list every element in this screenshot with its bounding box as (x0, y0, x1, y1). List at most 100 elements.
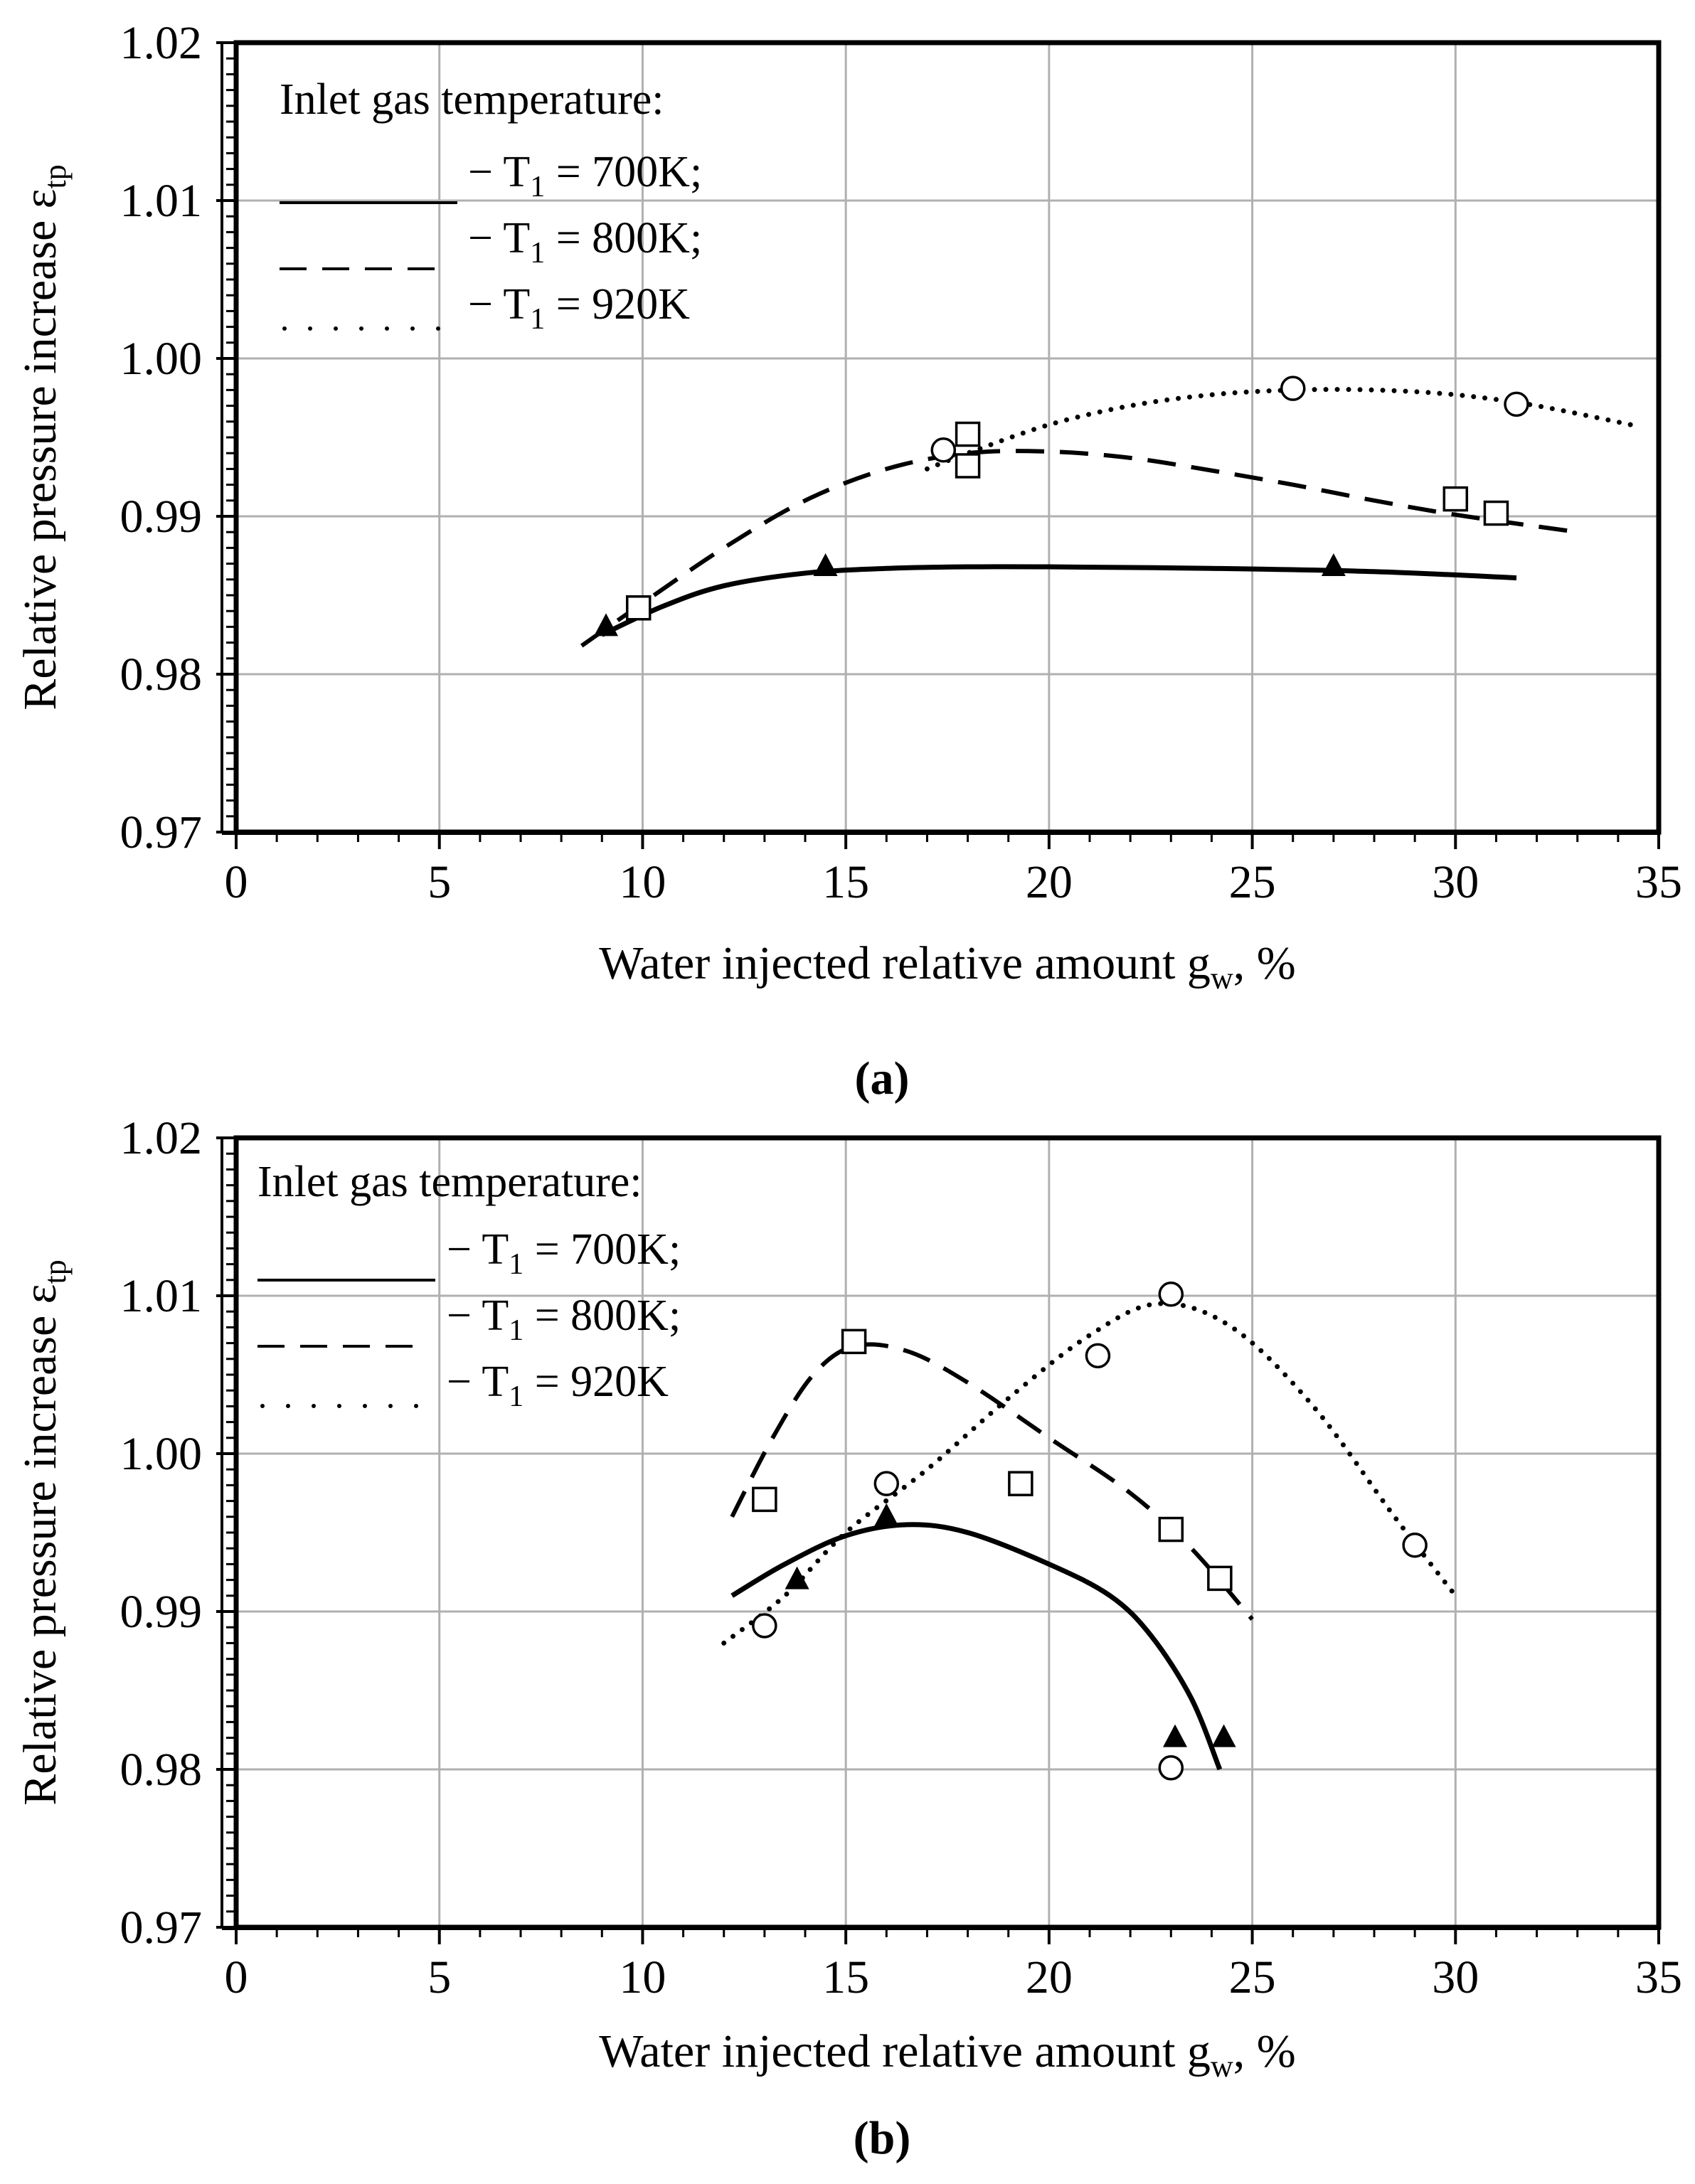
data-point-circle (1158, 1755, 1184, 1781)
x-axis-title-tail: , % (1233, 937, 1296, 989)
y-tick-label: 1.02 (120, 1112, 203, 1164)
data-point-square (1483, 500, 1509, 526)
data-point-triangle (813, 553, 838, 577)
legend-label-prefix: − T (447, 1225, 509, 1274)
data-point-square (752, 1486, 777, 1513)
x-axis-title-main: Water injected relative amount g (599, 937, 1211, 989)
x-tick-label: 20 (1026, 856, 1073, 908)
x-tick-label: 10 (619, 856, 666, 908)
x-tick-label: 0 (225, 856, 248, 908)
legend-label-suffix: = 920K (524, 1358, 669, 1406)
x-tick-labels: 0 5 10 15 20 25 30 35 (225, 1951, 1683, 2003)
legend-label-prefix: − T (468, 148, 530, 196)
y-axis-title-sub: tp (38, 1259, 73, 1284)
legend: Inlet gas temperature: − T1 = 700K; − T1… (280, 75, 702, 336)
legend-label-prefix: − T (468, 280, 530, 329)
panel-caption-a: (a) (855, 1053, 910, 1104)
legend-entry-800k: − T1 = 800K; (257, 1291, 681, 1348)
svg-text:− T1 = 800K;: − T1 = 800K; (447, 1291, 681, 1347)
data-point-circle (1402, 1533, 1428, 1558)
legend-label-sub: 1 (530, 171, 545, 203)
x-tick-label: 0 (225, 1951, 248, 2003)
y-axis-title-sub: tp (38, 164, 73, 188)
svg-text:− T1 = 700K;: − T1 = 700K; (447, 1225, 681, 1281)
legend-label-suffix: = 800K; (545, 214, 702, 262)
svg-text:− T1 = 800K;: − T1 = 800K; (468, 214, 702, 270)
data-point-circle (752, 1613, 777, 1639)
y-tick-label: 0.99 (120, 1586, 203, 1638)
x-tick-label: 20 (1026, 1951, 1073, 2003)
legend-label-sub: 1 (509, 1248, 524, 1281)
x-tick-label: 35 (1635, 1951, 1682, 2003)
svg-text:− T1 = 920K: − T1 = 920K (468, 280, 690, 336)
x-tick-label: 5 (427, 1951, 451, 2003)
y-tick-label: 1.01 (120, 1270, 203, 1322)
data-point-square (955, 453, 981, 479)
data-point-triangle (1211, 1724, 1236, 1747)
legend-title: Inlet gas temperature: (280, 75, 664, 124)
x-tick-label: 10 (619, 1951, 666, 2003)
data-point-square (1442, 486, 1469, 512)
y-axis-title: Relative pressure increase εtp (14, 1259, 73, 1805)
data-point-triangle (874, 1503, 899, 1526)
series-markers (594, 375, 1529, 636)
legend-label-suffix: = 800K; (524, 1291, 681, 1340)
series-curves (721, 1301, 1458, 1771)
y-tick-label: 0.98 (120, 1744, 203, 1796)
grid-lines (236, 43, 1659, 832)
x-axis-title-sub: w (1211, 961, 1233, 996)
y-tick-label: 0.97 (120, 1902, 203, 1954)
legend-label-prefix: − T (468, 214, 530, 262)
legend-entry-800k: − T1 = 800K; (280, 214, 702, 270)
legend-label-suffix: = 700K; (524, 1225, 681, 1274)
data-point-square (1008, 1471, 1034, 1496)
y-tick-labels: 0.97 0.98 0.99 1.00 1.01 1.02 (120, 1112, 203, 1954)
legend-label-prefix: − T (447, 1291, 509, 1340)
legend-label-suffix: = 700K; (545, 148, 702, 196)
chart-panel-b: 0.970.980.991.001.011.02 0 5 10 15 20 25 30 35 … (14, 1112, 1682, 2164)
y-tick-label: 1.02 (120, 17, 203, 69)
legend: Inlet gas temperature: − T1 = 700K; − T1… (257, 1158, 681, 1413)
legend-label-sub: 1 (509, 1314, 524, 1347)
legend-label-sub: 1 (530, 303, 545, 336)
y-tick-labels: 0.97 0.98 0.99 1.00 1.01 1.02 (120, 17, 203, 858)
series-curve-solid (730, 1522, 1223, 1771)
x-axis-title-main: Water injected relative amount g (599, 2025, 1211, 2077)
data-point-square (955, 421, 981, 447)
data-point-circle (1280, 375, 1306, 401)
data-point-circle (1158, 1282, 1184, 1307)
chart-panel-a: 0.970.980.991.001.011.02 0 5 10 15 20 25 30 35 … (14, 17, 1682, 1104)
series-curve-dashed (580, 449, 1578, 648)
x-tick-label: 30 (1432, 856, 1479, 908)
series-curves (580, 387, 1641, 648)
x-tick-label: 35 (1635, 856, 1682, 908)
data-point-triangle (594, 613, 618, 636)
y-tick-label: 0.97 (120, 806, 203, 858)
x-axis-title-tail: , % (1233, 2025, 1296, 2077)
legend-label-sub: 1 (509, 1380, 524, 1413)
svg-text:− T1 = 920K: − T1 = 920K (447, 1358, 669, 1413)
x-tick-label: 15 (822, 1951, 869, 2003)
series-curve-dotted (721, 1301, 1458, 1646)
data-point-square (1158, 1516, 1184, 1543)
y-axis-title-main: Relative pressure increase ε (14, 1284, 66, 1806)
data-point-circle (930, 437, 957, 463)
series-curve-dotted (924, 387, 1641, 472)
x-tick-label: 15 (822, 856, 869, 908)
x-tick-label: 25 (1229, 1951, 1276, 2003)
y-axis-title-main: Relative pressure increase ε (14, 189, 66, 710)
data-point-triangle (1163, 1724, 1187, 1747)
series-curve-dashed (730, 1342, 1254, 1621)
data-point-triangle (1321, 553, 1346, 577)
plot-area-frame (233, 40, 1662, 835)
y-axis-title: Relative pressure increase εtp (14, 164, 73, 710)
y-tick-label: 1.00 (120, 333, 203, 385)
panel-caption-b: (b) (854, 2112, 911, 2164)
x-tick-label: 5 (427, 856, 451, 908)
x-axis-title-sub: w (1211, 2049, 1233, 2084)
x-tick-label: 25 (1229, 856, 1276, 908)
x-tick-labels: 0 5 10 15 20 25 30 35 (225, 856, 1683, 908)
legend-entry-700k: − T1 = 700K; (257, 1225, 681, 1282)
x-axis-title: Water injected relative amount gw, % (599, 937, 1295, 996)
